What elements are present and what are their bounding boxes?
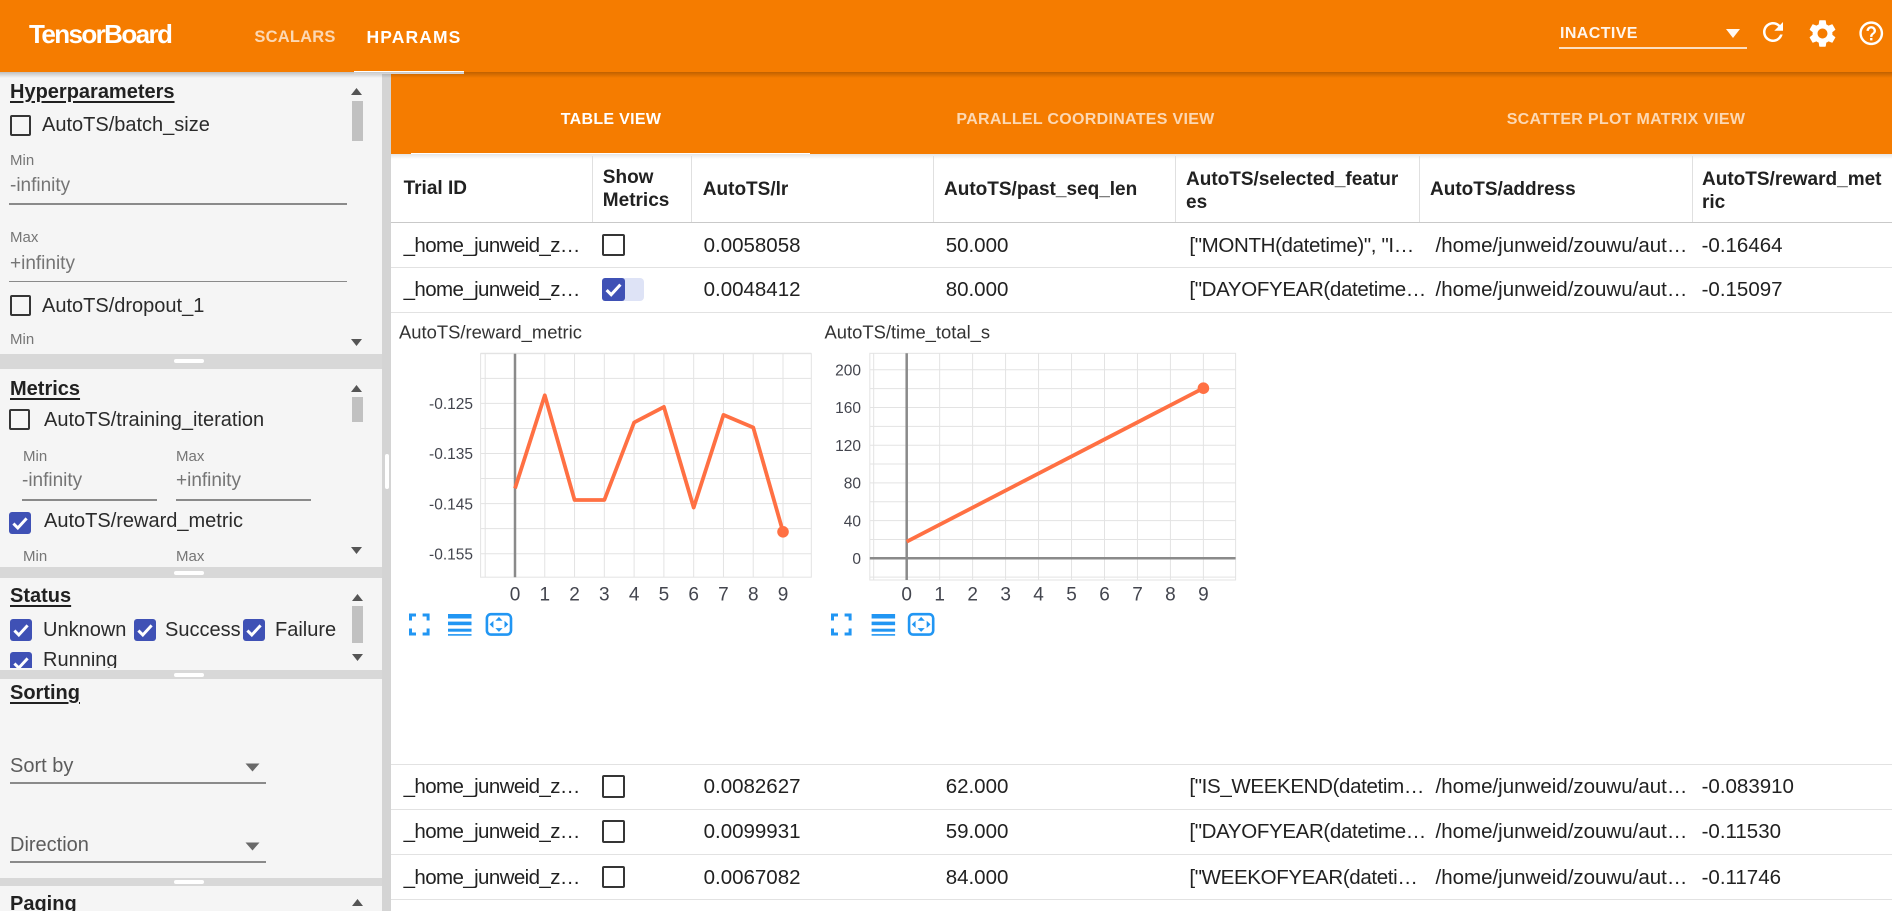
svg-text:5: 5: [659, 585, 670, 606]
svg-text:-0.135: -0.135: [429, 446, 473, 463]
svg-text:8: 8: [1165, 585, 1176, 606]
svg-text:120: 120: [835, 438, 861, 455]
svg-text:0: 0: [852, 551, 861, 568]
svg-text:1: 1: [934, 585, 945, 606]
svg-text:3: 3: [599, 585, 610, 606]
svg-text:2: 2: [967, 585, 978, 606]
svg-text:40: 40: [844, 513, 862, 530]
svg-text:80: 80: [844, 476, 862, 493]
svg-text:0: 0: [510, 585, 521, 606]
svg-text:4: 4: [629, 585, 640, 606]
svg-text:-0.155: -0.155: [429, 546, 473, 563]
svg-text:9: 9: [778, 585, 789, 606]
svg-text:5: 5: [1066, 585, 1077, 606]
svg-text:8: 8: [748, 585, 759, 606]
svg-text:2: 2: [569, 585, 580, 606]
svg-text:4: 4: [1033, 585, 1044, 606]
svg-text:3: 3: [1000, 585, 1011, 606]
svg-text:7: 7: [1132, 585, 1143, 606]
svg-text:6: 6: [1099, 585, 1110, 606]
svg-text:AutoTS/time_total_s: AutoTS/time_total_s: [825, 322, 991, 344]
svg-text:1: 1: [539, 585, 550, 606]
svg-text:-0.145: -0.145: [429, 496, 473, 513]
svg-text:6: 6: [688, 585, 699, 606]
svg-text:9: 9: [1198, 585, 1209, 606]
svg-text:0: 0: [901, 585, 912, 606]
svg-text:160: 160: [835, 400, 861, 417]
svg-text:7: 7: [718, 585, 729, 606]
svg-text:AutoTS/reward_metric: AutoTS/reward_metric: [399, 322, 582, 344]
svg-text:-0.125: -0.125: [429, 396, 473, 413]
svg-text:200: 200: [835, 363, 861, 380]
